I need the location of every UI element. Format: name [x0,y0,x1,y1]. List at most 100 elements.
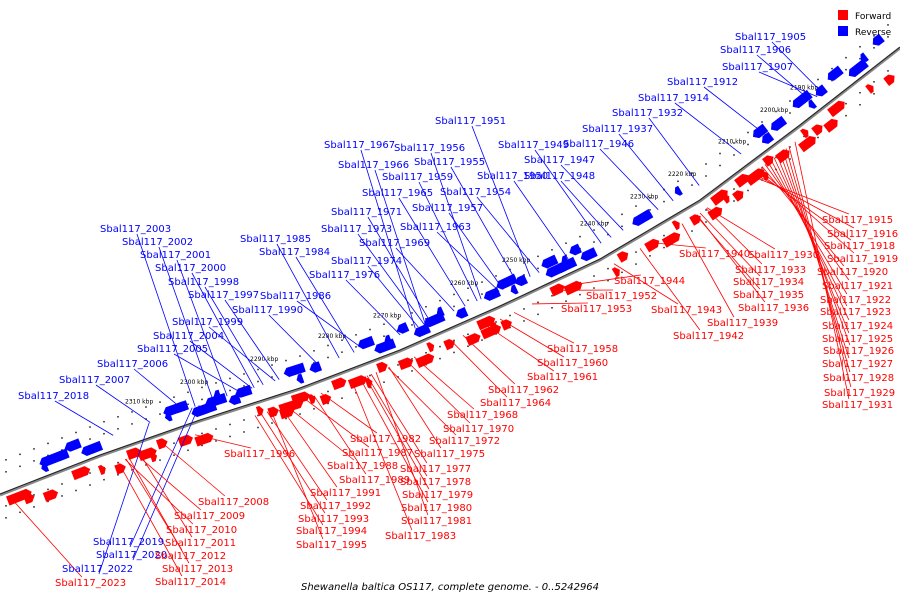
reverse-frame-track [789,112,791,114]
reverse-gene-label: Sbal117_1971 [331,207,402,218]
forward-frame-track [607,267,609,270]
reverse-leader-line [756,54,812,102]
forward-gene-label: Sbal117_1982 [350,434,421,445]
forward-frame-track [271,422,273,424]
reverse-gene-arrow [309,361,323,373]
reverse-gene-arrow [808,99,818,109]
forward-frame-track [775,156,777,159]
forward-leader-line [499,318,565,358]
reverse-leader-line [513,180,569,260]
reverse-gene-arrow [827,65,844,81]
reverse-frame-track [355,334,357,336]
forward-leader-line [13,501,83,578]
reverse-frame-track [789,100,791,102]
forward-leader-line [128,457,190,564]
forward-gene-label: Sbal117_1944 [614,276,685,287]
forward-gene-label: Sbal117_1931 [822,400,893,411]
forward-leader-line [613,263,679,305]
reverse-leader-line [471,125,531,277]
reverse-gene-label: Sbal117_1973 [321,224,392,235]
forward-gene-arrow [97,464,106,476]
forward-frame-track [383,381,385,383]
forward-frame-track [341,397,343,399]
forward-gene-arrow [465,333,481,346]
reverse-gene-label: Sbal117_2022 [62,564,133,575]
forward-frame-track [313,408,315,410]
forward-frame-track [887,70,889,72]
reverse-gene-label: Sbal117_2000 [155,263,226,274]
reverse-gene-label: Sbal117_1999 [172,317,243,328]
forward-gene-label: Sbal117_1991 [310,488,381,499]
reverse-leader-line [450,166,518,284]
forward-gene-arrow [827,100,845,118]
forward-frame-track [537,313,539,316]
forward-leader-line [405,360,471,424]
reverse-frame-track [887,36,889,38]
reverse-gene-label: Sbal117_1912 [667,77,738,88]
reverse-gene-arrow [455,307,469,319]
reverse-frame-track [537,255,539,258]
forward-gene-label: Sbal117_1975 [414,449,485,460]
forward-frame-track [117,474,119,476]
reverse-gene-label: Sbal117_1951 [435,116,506,127]
reverse-gene-arrow [674,185,683,196]
forward-gene-label: Sbal117_1978 [400,477,471,488]
forward-frame-track [285,417,287,420]
scale-tick-label: 2290 kbp [250,356,278,363]
forward-frame-track [537,301,539,304]
reverse-leader-line [560,180,612,238]
reverse-frame-track [5,471,7,473]
reverse-frame-track [33,448,35,450]
forward-frame-track [5,505,7,507]
reverse-frame-track [257,380,259,383]
reverse-gene-label: Sbal117_1947 [524,155,595,166]
reverse-gene-label: Sbal117_1984 [259,247,330,258]
forward-frame-track [229,435,231,438]
reverse-gene-arrow [632,209,654,227]
forward-frame-track [481,339,483,341]
reverse-frame-track [19,465,21,468]
scale-tick-label: 2200 kbp [760,107,788,114]
reverse-frame-track [89,438,91,440]
reverse-frame-track [761,121,763,123]
reverse-frame-track [201,386,203,389]
forward-frame-track [593,287,595,289]
forward-frame-track [551,295,553,297]
reverse-gene-arrow [39,448,70,467]
reverse-gene-arrow [496,273,518,290]
reverse-frame-track [453,305,455,308]
forward-gene-label: Sbal117_1916 [827,229,898,240]
legend-reverse-swatch [838,26,848,36]
reverse-gene-arrow [510,284,519,295]
forward-gene-arrow [823,118,838,133]
reverse-leader-line [560,164,624,231]
forward-leader-line [375,371,429,516]
forward-gene-label: Sbal117_1977 [400,464,471,475]
reverse-gene-label: Sbal117_1957 [412,203,483,214]
reverse-leader-line [98,422,150,575]
forward-gene-label: Sbal117_2010 [166,525,237,536]
forward-gene-label: Sbal117_1919 [827,254,898,265]
reverse-frame-track [159,401,161,403]
forward-leader-line [280,406,338,488]
forward-gene-arrow [6,488,32,506]
reverse-gene-arrow [396,322,410,334]
reverse-frame-track [341,339,343,341]
reverse-gene-arrow [515,274,529,287]
forward-gene-arrow [865,84,874,94]
forward-leader-line [699,212,761,277]
forward-gene-label: Sbal117_1989 [339,475,410,486]
reverse-gene-arrow [545,261,567,278]
reverse-gene-arrow [191,400,218,417]
forward-gene-arrow [800,128,809,139]
reverse-gene-arrow [872,33,885,46]
reverse-frame-track [845,56,847,59]
reverse-gene-label: Sbal117_2006 [97,359,168,370]
forward-gene-arrow [476,315,496,331]
reverse-gene-label: Sbal117_2002 [122,237,193,248]
reverse-leader-line [448,212,504,290]
forward-frame-track [803,135,805,138]
reverse-leader-line [771,41,823,93]
reverse-gene-label: Sbal117_1985 [240,234,311,245]
forward-leader-line [649,242,706,249]
